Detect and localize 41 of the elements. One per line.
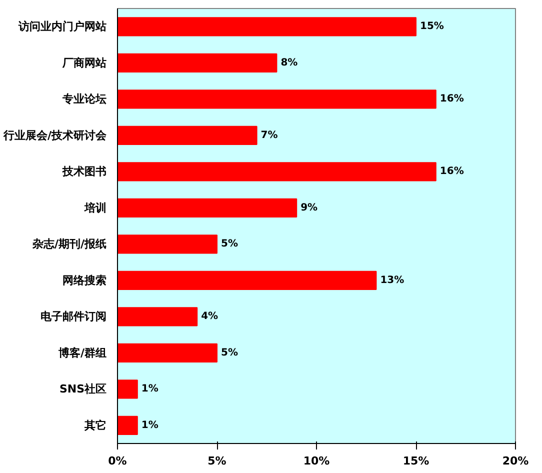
y-tick-label: 电子邮件订阅 [40, 310, 106, 324]
y-tick-label: 行业展会/技术研讨会 [2, 128, 108, 142]
data-label: 4% [201, 311, 218, 322]
data-label: 1% [141, 384, 158, 395]
bar [118, 270, 377, 290]
data-label: 5% [221, 238, 238, 250]
y-tick-label: 访问业内门户网站 [18, 20, 106, 34]
x-tick-label: 15% [402, 454, 430, 468]
y-tick-label: SNS社区 [59, 382, 107, 396]
bar [118, 198, 298, 218]
x-tick-label: 0% [108, 454, 127, 468]
data-label: 1% [141, 420, 158, 431]
bar [118, 17, 416, 36]
x-tick-label: 10% [303, 454, 330, 468]
data-label: 9% [300, 202, 318, 214]
bar [118, 53, 278, 72]
y-tick-label: 专业论坛 [62, 92, 106, 106]
y-tick-label: 技术图书 [62, 165, 106, 178]
x-tick-label: 20% [502, 454, 529, 468]
bar [118, 90, 436, 109]
y-tick-label: 博客/群组 [57, 346, 107, 360]
bar [118, 343, 218, 362]
data-label: 15% [420, 21, 444, 32]
y-tick-label: 其它 [84, 418, 106, 432]
bar [118, 380, 138, 399]
data-label: 7% [260, 130, 278, 141]
y-tick-label: 培训 [84, 201, 106, 214]
data-label: 16% [440, 166, 464, 178]
data-label: 16% [440, 94, 464, 105]
bar [118, 162, 436, 182]
bar [118, 416, 138, 435]
x-tick-label: 5% [208, 454, 226, 468]
y-tick-label: 厂商网站 [62, 56, 106, 70]
bar [118, 234, 218, 254]
bar [118, 307, 198, 326]
data-label: 13% [380, 274, 404, 286]
y-tick-label: 网络搜索 [62, 274, 106, 287]
data-label: 8% [280, 57, 298, 68]
data-label: 5% [221, 347, 238, 358]
bar [118, 126, 258, 145]
y-tick-label: 杂志/期刊/报纸 [31, 238, 107, 251]
